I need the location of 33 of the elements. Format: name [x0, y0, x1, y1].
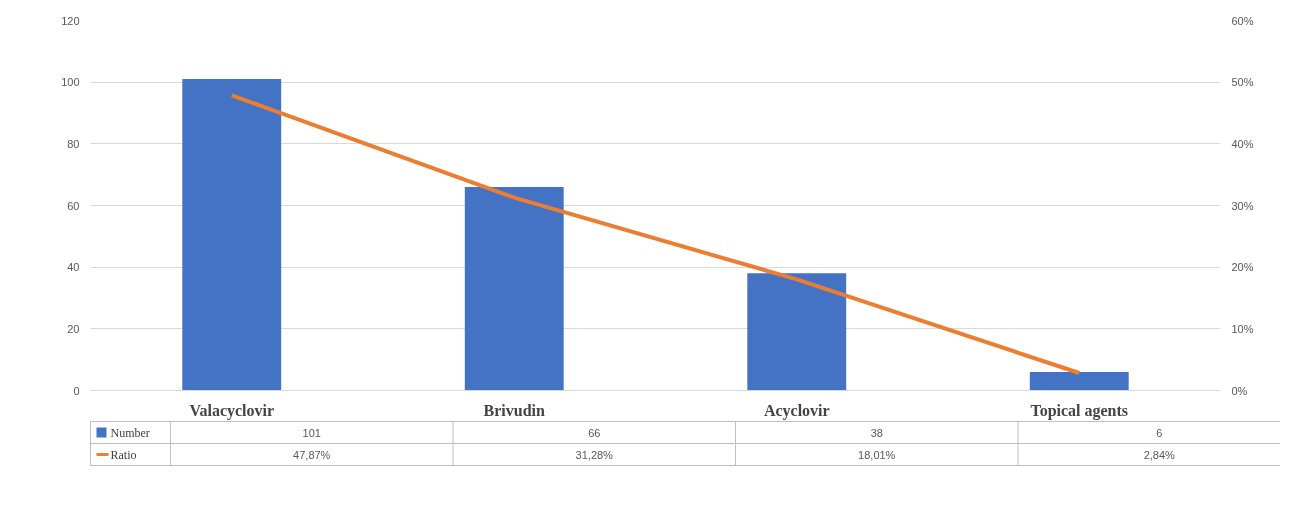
- y2-tick-label: 30%: [1231, 199, 1254, 212]
- bar: [1029, 372, 1129, 391]
- y2-tick-label: 20%: [1231, 261, 1254, 274]
- data-label: 18,01%: [858, 448, 896, 461]
- data-label: 66: [588, 426, 601, 439]
- x-tick-label: Topical agents: [1030, 401, 1129, 420]
- legend-label: Ratio: [110, 447, 137, 462]
- y2-tick-label: 10%: [1231, 322, 1254, 335]
- y2-tick-label: 40%: [1231, 137, 1254, 150]
- y2-tick-label: 0%: [1231, 384, 1248, 397]
- y-tick-label: 0: [73, 384, 80, 397]
- data-label: 101: [302, 426, 321, 439]
- y-tick-label: 60: [67, 199, 80, 212]
- y-tick-label: 80: [67, 137, 80, 150]
- legend-label: Number: [110, 425, 150, 440]
- x-tick-label: Brivudin: [483, 401, 546, 419]
- y-tick-label: 20: [67, 322, 80, 335]
- data-label: 6: [1156, 426, 1163, 439]
- y-tick-label: 40: [67, 261, 80, 274]
- bar: [182, 79, 282, 391]
- y2-tick-label: 60%: [1231, 14, 1254, 27]
- x-tick-label: Acyclovir: [763, 401, 830, 420]
- x-tick-label: Valacyclovir: [189, 401, 275, 420]
- data-label: 2,84%: [1143, 448, 1176, 461]
- y2-tick-label: 50%: [1231, 76, 1254, 89]
- data-label: 47,87%: [293, 448, 331, 461]
- y-tick-label: 120: [61, 14, 80, 27]
- data-label: 31,28%: [575, 448, 614, 461]
- bar: [747, 273, 847, 391]
- bar: [464, 187, 564, 391]
- y-tick-label: 100: [61, 76, 80, 89]
- line-series: [229, 93, 1082, 375]
- data-label: 38: [870, 426, 883, 439]
